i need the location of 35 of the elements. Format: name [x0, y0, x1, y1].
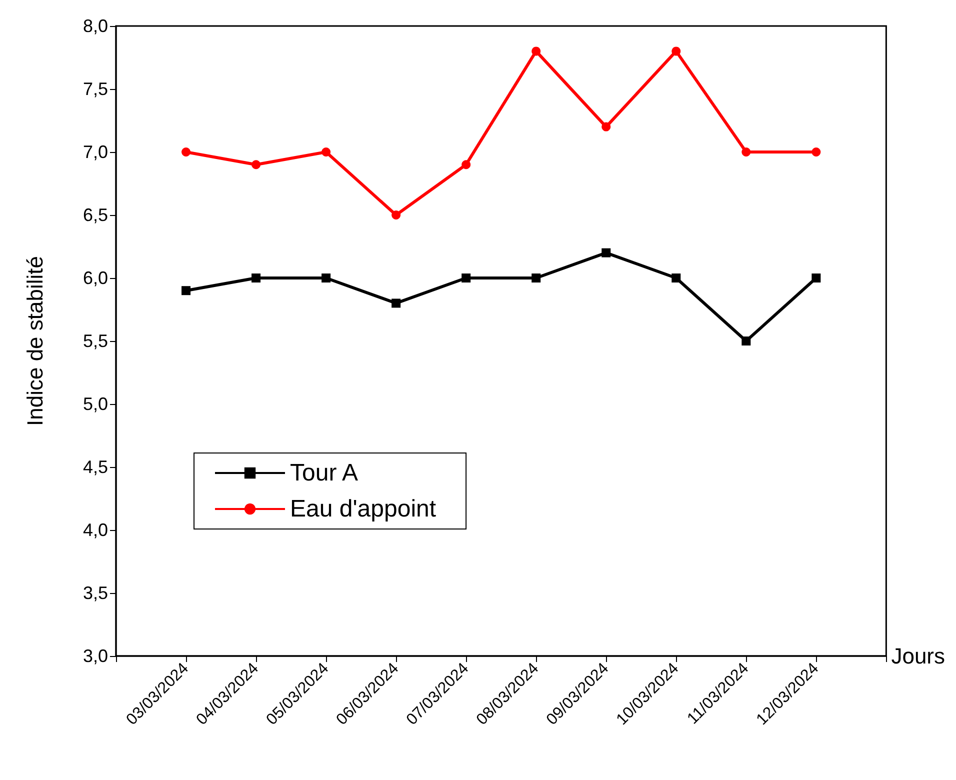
y-tick-label: 5,5 — [82, 331, 108, 351]
y-tick-label: 3,0 — [82, 646, 108, 666]
y-tick-label: 7,5 — [82, 79, 108, 99]
legend-label: Tour A — [290, 460, 358, 486]
y-tick-label: 8,0 — [82, 16, 108, 36]
y-tick-label: 4,0 — [82, 520, 108, 540]
legend-label: Eau d'appoint — [290, 496, 436, 522]
y-tick-label: 6,5 — [82, 205, 108, 225]
y-tick-label: 5,0 — [82, 394, 108, 414]
y-tick-label: 7,0 — [82, 142, 108, 162]
y-tick-label: 4,5 — [82, 457, 108, 477]
point — [182, 286, 191, 296]
point — [672, 46, 681, 56]
point — [462, 274, 471, 282]
point — [252, 274, 261, 282]
point — [392, 210, 401, 220]
y-axis-title: Indice de stabilité — [22, 256, 48, 426]
point — [602, 248, 611, 258]
y-tick-label: 3,5 — [82, 583, 108, 603]
point — [742, 148, 751, 156]
point — [462, 160, 471, 170]
point — [532, 46, 541, 56]
point — [602, 122, 611, 132]
point — [812, 274, 821, 282]
point — [742, 336, 751, 346]
point — [322, 148, 331, 156]
point — [322, 274, 331, 282]
x-axis-title: Jours — [891, 644, 945, 668]
point — [252, 160, 261, 170]
point — [392, 298, 401, 308]
point — [672, 274, 681, 282]
point — [532, 274, 541, 282]
point — [812, 148, 821, 156]
y-tick-label: 6,0 — [82, 268, 108, 288]
point — [182, 148, 191, 156]
